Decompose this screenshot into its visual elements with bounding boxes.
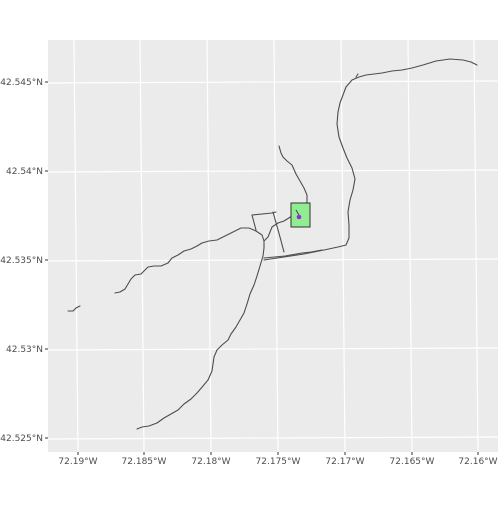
lat-label: 42.54°N	[6, 167, 43, 177]
lon-label: 72.19°W	[58, 457, 97, 467]
grid-lat-line	[47, 169, 499, 173]
grid-lon-line	[473, 39, 479, 453]
lon-label: 72.165°W	[390, 457, 435, 467]
road-line	[263, 145, 308, 242]
road-line	[251, 214, 257, 231]
x-axis-ticks	[77, 452, 479, 455]
grid-lon-line	[407, 39, 413, 453]
grid-lon-line	[206, 39, 212, 453]
lon-label: 72.17°W	[325, 457, 364, 467]
lat-label: 42.535°N	[0, 256, 43, 266]
lat-label: 42.545°N	[0, 78, 43, 88]
road-line	[136, 240, 265, 430]
grid-lat-line	[47, 258, 499, 262]
x-axis-labels: 72.19°W 72.185°W 72.18°W 72.175°W 72.17°…	[58, 457, 497, 467]
lon-label: 72.18°W	[191, 457, 230, 467]
graticule	[47, 39, 499, 453]
road-line	[355, 73, 359, 78]
lon-label: 72.16°W	[458, 457, 497, 467]
site-point-marker	[296, 214, 302, 220]
grid-lon-line	[273, 39, 279, 453]
lat-label: 42.525°N	[0, 434, 43, 444]
grid-lat-line	[47, 436, 499, 440]
lat-label: 42.53°N	[6, 345, 43, 355]
lon-label: 72.185°W	[122, 457, 167, 467]
grid-lat-line	[47, 347, 499, 351]
lon-label: 72.175°W	[256, 457, 301, 467]
road-line	[263, 58, 478, 261]
grid-lat-line	[47, 80, 499, 84]
road-line	[67, 305, 81, 312]
y-axis-ticks	[45, 81, 48, 439]
y-axis-labels: 42.545°N 42.54°N 42.535°N 42.53°N 42.525…	[0, 78, 43, 444]
grid-lon-line	[139, 39, 145, 453]
road-line	[251, 211, 277, 216]
grid-lon-line	[73, 39, 79, 453]
road-line	[114, 227, 265, 294]
road-line	[272, 211, 285, 253]
road-network	[67, 58, 478, 430]
study-area-box	[290, 202, 311, 228]
map-panel	[48, 40, 498, 452]
